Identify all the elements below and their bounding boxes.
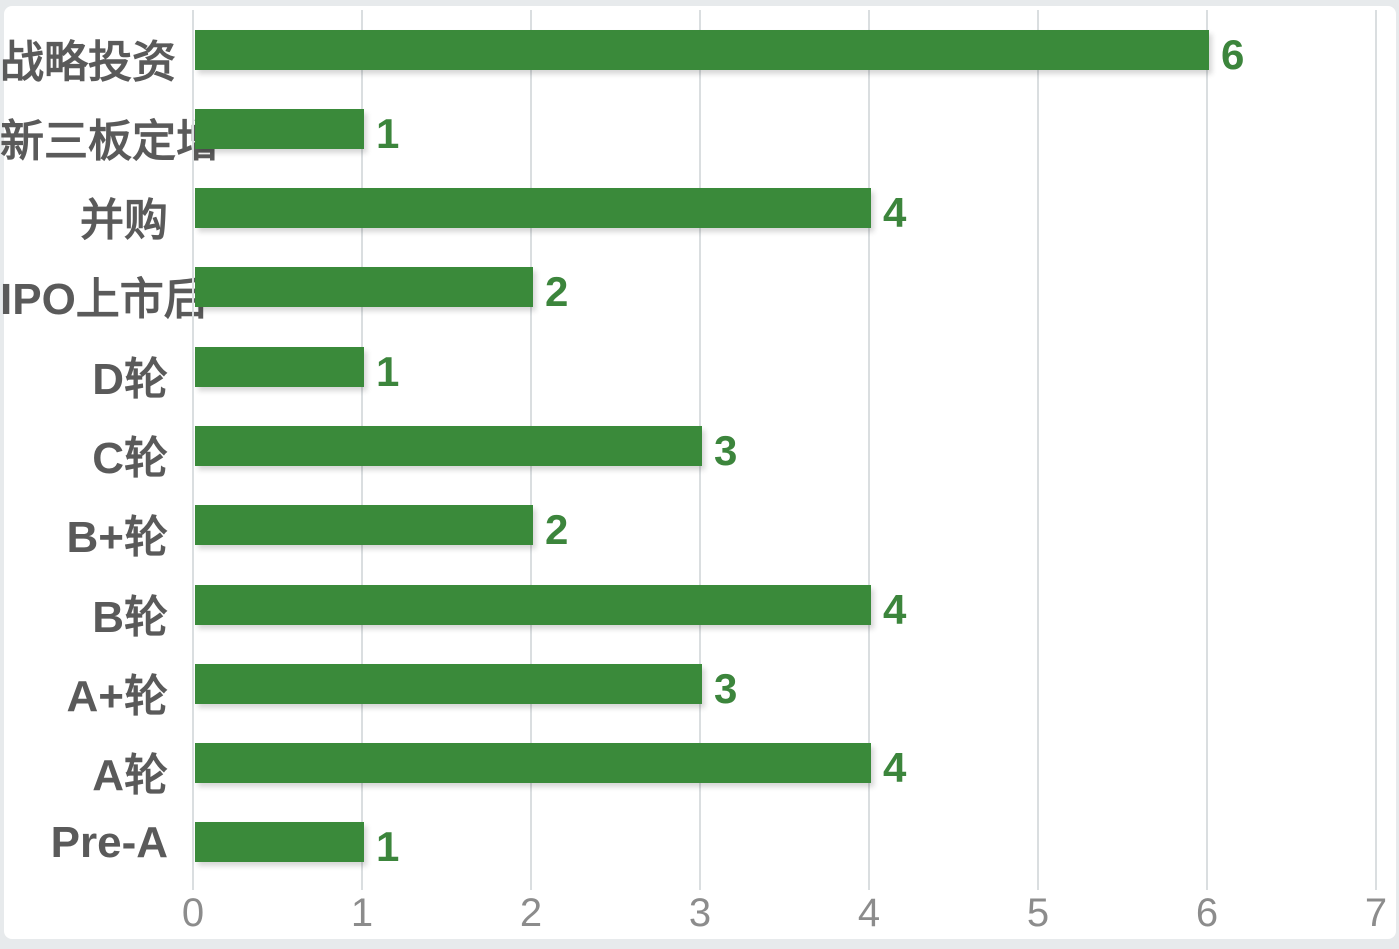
x-tick-label: 3 — [688, 891, 712, 935]
chart-row: 1 — [193, 803, 1376, 882]
bar — [195, 584, 871, 625]
x-tick-label: 7 — [1364, 891, 1388, 935]
category-label: B+轮 — [66, 513, 168, 563]
bar-value-label: 1 — [376, 347, 400, 395]
bar-value-label: 2 — [545, 268, 569, 316]
x-tick-label: 1 — [350, 891, 374, 935]
chart-row: 1 — [193, 89, 1376, 168]
gridline — [868, 10, 870, 890]
category-label: IPO上市后 — [0, 275, 208, 325]
chart-row: 6 — [193, 10, 1376, 89]
bar — [195, 663, 702, 704]
gridline — [1375, 10, 1377, 890]
bar-value-label: 4 — [883, 585, 907, 633]
chart-row: 2 — [193, 486, 1376, 565]
bar-value-label: 3 — [714, 426, 738, 474]
bar — [195, 346, 364, 387]
x-tick-label: 6 — [1195, 891, 1219, 935]
plot-area: 6 1 4 2 1 3 2 4 3 4 1 — [192, 10, 1377, 890]
category-label: Pre-A — [50, 818, 168, 868]
x-axis: 0 1 2 3 4 5 6 7 — [182, 891, 1387, 943]
chart-row: 4 — [193, 723, 1376, 802]
bar-value-label: 2 — [545, 506, 569, 554]
bar — [195, 743, 871, 784]
bar-value-label: 4 — [883, 744, 907, 792]
bar — [195, 505, 533, 546]
bar — [195, 425, 702, 466]
bar — [195, 267, 533, 308]
category-axis: 战略投资新三板定增并购 IPO上市后 D轮 C轮 B+轮 B轮 A+轮 A轮 Pre-A — [0, 10, 220, 882]
x-tick-label: 2 — [519, 891, 543, 935]
chart-row: 2 — [193, 248, 1376, 327]
chart-row: 4 — [193, 169, 1376, 248]
gridline — [1037, 10, 1039, 890]
bar — [195, 29, 1209, 70]
category-label: B轮 — [92, 592, 168, 642]
bar-value-label: 3 — [714, 664, 738, 712]
bar — [195, 108, 364, 149]
bar — [195, 822, 364, 863]
x-tick-label: 0 — [181, 891, 205, 935]
gridline — [1206, 10, 1208, 890]
category-label: C轮 — [92, 434, 168, 483]
category-label: A轮 — [92, 751, 168, 801]
category-label: 并购 — [80, 196, 168, 246]
chart-row: 3 — [193, 644, 1376, 723]
bar-value-label: 4 — [883, 189, 907, 237]
gridline — [192, 10, 194, 890]
chart-row: 3 — [193, 406, 1376, 485]
category-label: A+轮 — [66, 671, 168, 721]
category-label: 战略投资 — [0, 37, 176, 87]
chart-row: 4 — [193, 565, 1376, 644]
bar-value-label: 1 — [376, 823, 400, 871]
x-tick-label: 4 — [857, 891, 881, 935]
category-label: D轮 — [92, 354, 168, 404]
category-label: 新三板定增 — [0, 116, 220, 166]
chart-row: 1 — [193, 327, 1376, 406]
bar — [195, 188, 871, 229]
x-tick-label: 5 — [1026, 891, 1050, 935]
bar-value-label: 6 — [1221, 30, 1245, 78]
bar-value-label: 1 — [376, 109, 400, 157]
